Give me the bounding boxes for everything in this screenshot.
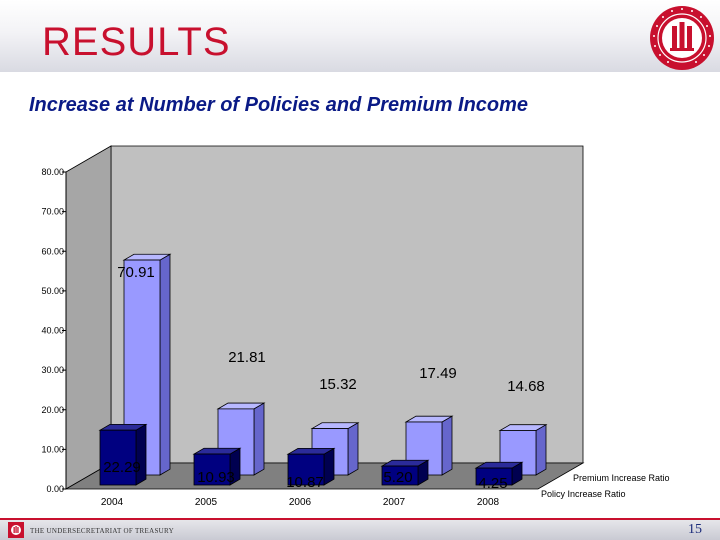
slide-title: RESULTS [42, 20, 231, 64]
y-tick-label: 40.00 [41, 326, 64, 336]
chart-back-wall [110, 145, 584, 464]
policy-bar [381, 465, 419, 486]
x-tick-label: 2007 [383, 497, 406, 508]
legend-premium-label: Premium Increase Ratio [573, 473, 670, 483]
header-band [0, 0, 720, 72]
y-tick-label: 60.00 [41, 246, 64, 256]
policy-data-label: 10.87 [286, 474, 324, 491]
premium-data-label: 17.49 [419, 365, 457, 382]
policy-data-label: 4.25 [478, 475, 507, 492]
premium-bar-side [535, 424, 547, 476]
y-tick-label: 10.00 [41, 444, 64, 454]
policy-bar [287, 453, 325, 486]
premium-bar-side [159, 253, 171, 476]
policy-bar [193, 453, 231, 486]
policy-bar-side [323, 447, 335, 486]
footer-rule [0, 518, 720, 520]
y-tick-label: 50.00 [41, 286, 64, 296]
y-tick-label: 0.00 [46, 484, 64, 494]
premium-bar-side [253, 402, 265, 476]
x-tick-label: 2006 [289, 497, 312, 508]
legend-policy-label: Policy Increase Ratio [541, 489, 626, 499]
footer-seal-icon [8, 522, 24, 538]
premium-data-label: 70.91 [117, 264, 155, 281]
y-tick-label: 30.00 [41, 365, 64, 375]
footer-band [0, 520, 720, 540]
chart-subtitle: Increase at Number of Policies and Premi… [29, 94, 529, 116]
premium-bar-side [347, 422, 359, 476]
policy-bar [99, 429, 137, 486]
policy-data-label: 5.20 [383, 469, 412, 486]
treasury-seal-icon [650, 6, 714, 70]
premium-bar-side [441, 415, 453, 476]
x-tick-label: 2005 [195, 497, 218, 508]
y-tick-label: 80.00 [41, 167, 64, 177]
y-tick-label: 70.00 [41, 207, 64, 217]
premium-data-label: 14.68 [507, 378, 545, 395]
policy-data-label: 10.93 [197, 469, 235, 486]
policy-data-label: 22.29 [103, 459, 141, 476]
y-tick-label: 20.00 [41, 405, 64, 415]
x-tick-label: 2004 [101, 497, 124, 508]
policy-bar [475, 467, 513, 486]
x-tick-label: 2008 [477, 497, 500, 508]
premium-data-label: 21.81 [228, 349, 266, 366]
bar-chart: 0.00 10.00 20.00 30.00 40.00 50.00 60.00 70.00 8… [41, 145, 670, 508]
page-number: 15 [688, 522, 702, 537]
premium-data-label: 15.32 [319, 376, 357, 393]
footer-text: THE UNDERSECRETARIAT OF TREASURY [30, 527, 174, 535]
